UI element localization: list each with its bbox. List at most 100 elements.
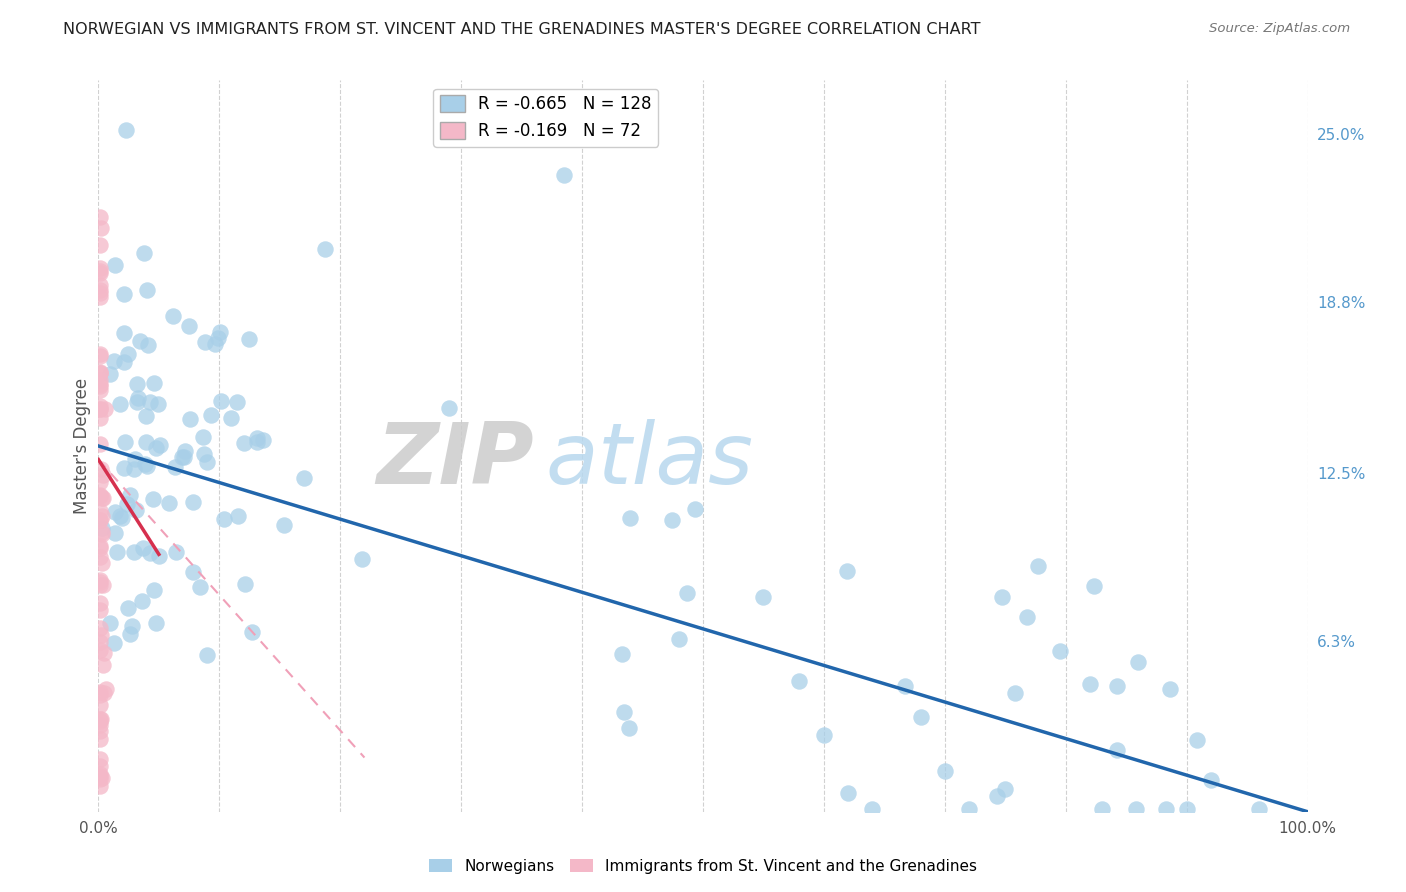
Point [613, 705, 636, 719]
Point [89, 596, 111, 610]
Point [118, 488, 141, 502]
Text: ZIP: ZIP [375, 419, 534, 502]
Text: atlas: atlas [546, 419, 754, 502]
Point [118, 626, 141, 640]
Point [89, 383, 111, 397]
Point [89, 350, 111, 364]
Point [813, 728, 835, 742]
Point [89, 575, 111, 590]
Point [195, 455, 218, 469]
Point [112, 326, 135, 340]
Point [991, 590, 1014, 604]
Point [115, 498, 138, 512]
Point [89, 475, 111, 489]
Point [219, 411, 242, 425]
Point [89, 759, 111, 773]
Point [89, 767, 111, 781]
Point [89, 411, 111, 425]
Point [1049, 643, 1071, 657]
Point [89, 769, 111, 783]
Point [173, 450, 195, 464]
Point [136, 283, 159, 297]
Point [214, 512, 236, 526]
Point [110, 511, 132, 525]
Point [89, 550, 111, 565]
Point [89, 643, 111, 657]
Point [162, 309, 184, 323]
Point [89, 238, 111, 252]
Point [89, 365, 111, 379]
Point [208, 325, 231, 339]
Point [89, 712, 111, 726]
Point [89, 504, 111, 518]
Point [676, 585, 699, 599]
Point [242, 625, 264, 640]
Point [108, 508, 131, 523]
Point [226, 509, 249, 524]
Point [89, 437, 111, 451]
Point [179, 412, 201, 426]
Point [104, 258, 127, 272]
Point [89, 634, 111, 648]
Point [752, 591, 775, 605]
Point [181, 566, 204, 580]
Point [89, 290, 111, 304]
Point [246, 432, 269, 446]
Point [93, 401, 115, 416]
Point [112, 286, 135, 301]
Point [314, 242, 336, 256]
Point [1105, 679, 1128, 693]
Point [860, 802, 883, 816]
Point [143, 376, 166, 390]
Point [89, 723, 111, 738]
Point [90, 521, 112, 535]
Point [105, 544, 128, 558]
Point [194, 335, 217, 350]
Y-axis label: Master's Degree: Master's Degree [73, 378, 91, 514]
Point [1128, 655, 1150, 669]
Point [89, 780, 111, 794]
Point [225, 395, 247, 409]
Point [204, 337, 226, 351]
Point [89, 752, 111, 766]
Point [195, 648, 218, 662]
Point [90, 461, 112, 475]
Point [188, 580, 211, 594]
Point [661, 513, 683, 527]
Point [910, 709, 932, 723]
Point [89, 366, 111, 380]
Point [1078, 676, 1101, 690]
Point [1026, 558, 1049, 573]
Point [292, 471, 315, 485]
Point [89, 402, 111, 417]
Point [145, 615, 167, 630]
Point [117, 346, 139, 360]
Point [179, 319, 201, 334]
Point [200, 408, 222, 422]
Point [93, 646, 115, 660]
Point [124, 452, 146, 467]
Point [89, 373, 111, 387]
Point [131, 593, 153, 607]
Point [1185, 733, 1208, 747]
Point [89, 488, 111, 502]
Point [835, 564, 858, 578]
Point [787, 674, 810, 689]
Point [89, 731, 111, 746]
Point [994, 781, 1017, 796]
Point [89, 513, 111, 527]
Point [89, 714, 111, 728]
Point [553, 168, 575, 182]
Point [1017, 610, 1039, 624]
Point [112, 460, 135, 475]
Point [685, 501, 707, 516]
Point [1083, 579, 1105, 593]
Point [90, 509, 112, 524]
Point [108, 397, 131, 411]
Point [89, 286, 111, 301]
Point [91, 491, 114, 505]
Point [91, 578, 114, 592]
Point [89, 264, 111, 278]
Point [89, 489, 111, 503]
Point [437, 401, 460, 415]
